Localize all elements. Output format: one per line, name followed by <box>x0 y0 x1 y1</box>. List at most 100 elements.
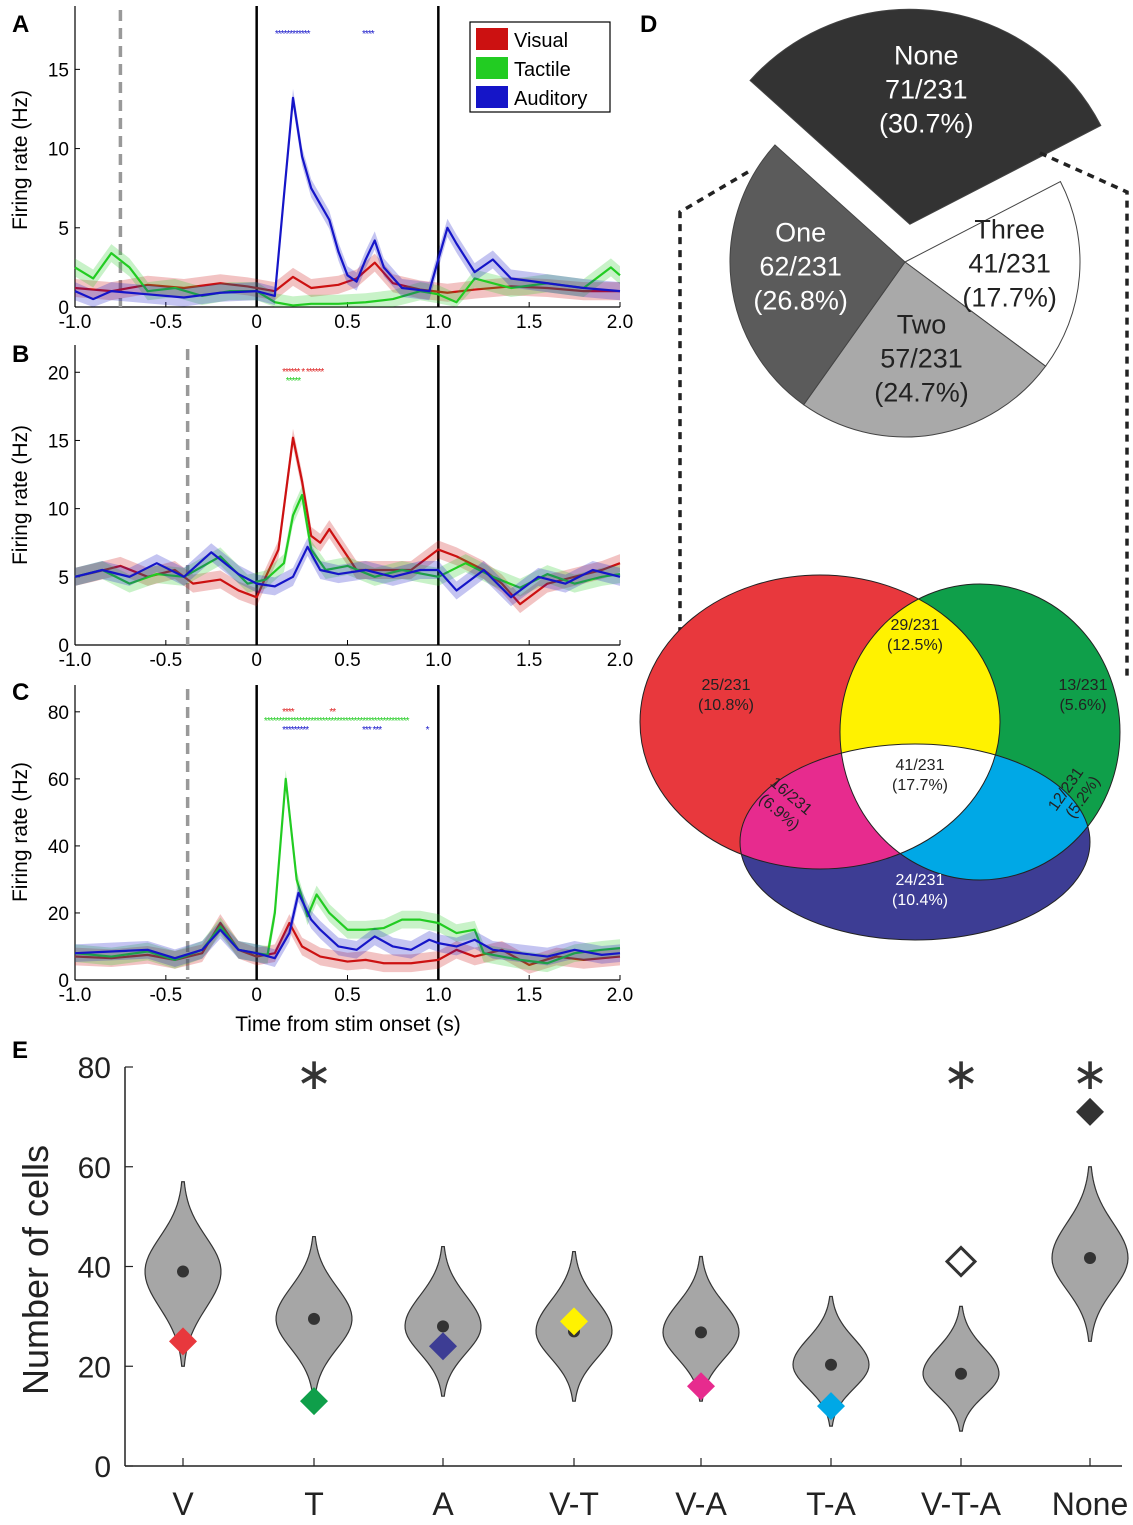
pie-pct-two: (24.7%) <box>874 378 969 408</box>
pie-slice-one <box>729 144 906 406</box>
significance-star-none: ∗ <box>1072 1050 1109 1099</box>
pie-chart: None 71/231 (30.7%) Three 41/231 (17.7%) Two 57… <box>729 8 1102 438</box>
venn-outline-visual <box>639 574 1001 870</box>
sig-marks-c-0: **** <box>282 707 295 718</box>
legend: Visual Tactile Auditory <box>469 21 611 113</box>
y-tick-label-c-3: 60 <box>48 770 69 791</box>
null-median-dot-v-a <box>695 1326 707 1339</box>
y-tick-label-b-2: 10 <box>48 500 69 521</box>
violin-panel-e: 0 20 40 60 80 V T ∗ A V-T V-A T-A V-T-A ∗ None ∗ <box>78 1050 1129 1522</box>
pie-label-three: Three <box>974 214 1045 244</box>
series-line-a-tactile <box>74 252 621 307</box>
venn-outline-tactile <box>839 583 1121 881</box>
series-line-c-auditory <box>74 891 621 960</box>
significance-star-t: ∗ <box>296 1050 333 1099</box>
observed-marker-a <box>429 1332 457 1361</box>
series-band-c-visual <box>75 914 620 974</box>
null-median-dot-a <box>437 1320 449 1333</box>
legend-swatch-visual <box>476 28 508 50</box>
e-category-label-t: T <box>304 1486 324 1522</box>
x-tick-label-b-0: -1.0 <box>59 650 92 671</box>
e-y-tick-label-3: 60 <box>78 1152 111 1185</box>
series-band-b-visual <box>75 428 620 614</box>
psth-panel-a: -1.0 -0.5 0 0.5 1.0 1.5 2.0 0 5 10 15 Firing rate (… <box>9 6 633 333</box>
series-band-a-tactile <box>75 244 620 307</box>
e-category-label-v: V <box>172 1486 194 1522</box>
y-axis-label-c: Firing rate (Hz) <box>9 762 32 902</box>
pie-pct-three: (17.7%) <box>962 282 1057 312</box>
x-tick-label-b-4: 1.0 <box>425 650 451 671</box>
panel-letter-b: B <box>12 341 29 368</box>
y-axis-label-a: Firing rate (Hz) <box>9 90 32 230</box>
legend-swatch-auditory <box>476 86 508 108</box>
x-tick-label-c-3: 0.5 <box>334 985 360 1006</box>
pie-slice-none <box>749 8 1102 225</box>
sig-marks-c-2: ****************************************… <box>264 716 410 727</box>
x-tick-label-b-5: 1.5 <box>516 650 542 671</box>
y-axis-label-b: Firing rate (Hz) <box>9 425 32 565</box>
e-y-axis-label: Number of cells <box>15 1145 56 1395</box>
x-tick-label-a-6: 2.0 <box>607 312 633 333</box>
y-tick-label-a-0: 0 <box>58 298 69 319</box>
observed-marker-v-t <box>560 1307 588 1336</box>
sig-marks-a-0: ************ <box>275 29 311 40</box>
y-tick-label-c-0: 0 <box>58 971 69 992</box>
pie-venn-connectors <box>678 151 1129 680</box>
series-line-a-auditory <box>74 96 621 301</box>
e-y-tick-label-1: 20 <box>78 1351 111 1384</box>
e-y-tick-label-4: 80 <box>78 1052 111 1085</box>
x-tick-label-b-1: -0.5 <box>149 650 182 671</box>
venn-label-vt-pct: (12.5%) <box>887 637 943 654</box>
psth-panel-b: -1.0 -0.5 0 0.5 1.0 1.5 2.0 0 5 10 15 20 Firing rate… <box>9 345 633 671</box>
panel-letter-c: C <box>12 679 29 706</box>
pie-pct-none: (30.7%) <box>879 108 974 138</box>
x-tick-label-c-5: 1.5 <box>516 985 542 1006</box>
venn-diagram: 25/231 (10.8%) 13/231 (5.6%) 24/231 (10.… <box>639 574 1121 941</box>
e-category-label-none: None <box>1052 1486 1129 1522</box>
sig-marks-c-3: ********* <box>282 725 309 736</box>
x-tick-label-b-2: 0 <box>251 650 262 671</box>
pie-pct-one: (26.8%) <box>753 286 848 316</box>
x-tick-label-c-2: 0 <box>251 985 262 1006</box>
panel-letter-e: E <box>12 1037 28 1064</box>
null-median-dot-t-a <box>825 1358 837 1371</box>
pie-count-three: 41/231 <box>968 248 1051 278</box>
connector-left <box>678 170 749 680</box>
e-y-tick-label-0: 0 <box>94 1451 111 1484</box>
pie-slice-two <box>802 261 1047 438</box>
y-tick-label-b-0: 0 <box>58 636 69 657</box>
null-median-dot-v-t-a <box>955 1367 967 1380</box>
series-line-b-visual <box>74 436 621 606</box>
venn-label-t-count: 13/231 <box>1059 677 1108 694</box>
x-tick-label-a-3: 0.5 <box>334 312 360 333</box>
sig-marks-c-1: ** <box>329 707 336 718</box>
venn-label-t-pct: (5.6%) <box>1059 697 1106 714</box>
venn-label-vt-count: 29/231 <box>891 617 940 634</box>
observed-marker-v-a <box>687 1372 715 1401</box>
x-axis-label: Time from stim onset (s) <box>235 1013 461 1036</box>
e-category-label-v-a: V-A <box>675 1486 727 1522</box>
legend-label-tactile: Tactile <box>514 59 571 81</box>
y-tick-label-b-1: 5 <box>58 568 69 589</box>
psth-panel-c: -1.0 -0.5 0 0.5 1.0 1.5 2.0 0 20 40 60 80 Firing rat… <box>9 685 633 1006</box>
sig-marks-b-1: ***** <box>286 376 302 387</box>
pie-label-none: None <box>894 40 959 70</box>
series-line-b-auditory <box>74 545 621 599</box>
venn-label-a-pct: (10.4%) <box>892 892 948 909</box>
series-band-c-auditory <box>75 883 620 968</box>
pie-count-none: 71/231 <box>885 74 968 104</box>
y-tick-label-c-2: 40 <box>48 837 69 858</box>
x-tick-label-a-1: -0.5 <box>149 312 182 333</box>
connector-right <box>1039 151 1129 680</box>
y-tick-label-a-1: 5 <box>58 219 69 240</box>
x-tick-label-c-1: -0.5 <box>149 985 182 1006</box>
pie-count-two: 57/231 <box>880 344 963 374</box>
legend-label-visual: Visual <box>514 30 568 52</box>
observed-marker-t <box>300 1387 328 1416</box>
x-tick-label-a-0: -1.0 <box>59 312 92 333</box>
venn-label-a-count: 24/231 <box>896 872 945 889</box>
y-tick-label-a-3: 15 <box>48 60 69 81</box>
significance-star-v-t-a: ∗ <box>943 1050 980 1099</box>
null-median-dot-none <box>1084 1252 1096 1265</box>
y-tick-label-c-4: 80 <box>48 703 69 724</box>
